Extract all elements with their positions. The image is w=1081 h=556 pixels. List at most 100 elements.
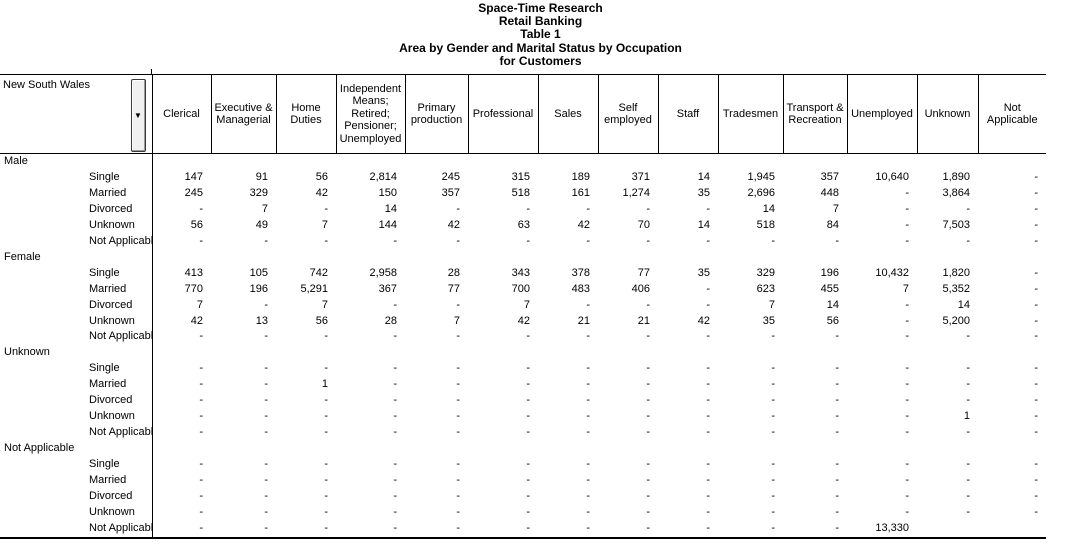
cell: 49 (255, 218, 268, 231)
cell (405, 154, 468, 170)
row-group-label: Unknown (0, 345, 153, 362)
cell (336, 250, 405, 266)
cell: - (393, 330, 397, 343)
cell: 56 (190, 218, 203, 231)
cell: - (199, 378, 203, 391)
cell: - (456, 298, 460, 311)
cell (718, 441, 783, 457)
cell (783, 154, 847, 170)
cell: 5,291 (300, 282, 328, 295)
cell: - (646, 474, 650, 487)
cell: 13 (255, 314, 268, 327)
cell (405, 250, 468, 266)
cell: - (835, 458, 839, 471)
cell: - (264, 410, 268, 423)
cell: 42 (190, 314, 203, 327)
cell: 483 (571, 282, 590, 295)
table-row: Unknown 42 13 56 28 7 42 21 21 42 35 56 - 5,200 - (0, 313, 1046, 330)
cell: - (835, 362, 839, 375)
cell: 5,200 (942, 314, 970, 327)
row-label: Not Applicable (0, 233, 153, 250)
column-header-10: Tradesmen (717, 74, 783, 154)
cell (847, 154, 917, 170)
cell: - (264, 426, 268, 439)
cell: - (1034, 410, 1038, 423)
cell: - (706, 282, 710, 295)
table-row: Unknown (0, 345, 1046, 362)
cell: - (456, 490, 460, 503)
cell: 196 (820, 266, 839, 279)
table-row: Single - - - - - - - - - - - - - - (0, 361, 1046, 378)
cell (917, 521, 978, 538)
cell: - (456, 426, 460, 439)
cell: - (706, 394, 710, 407)
cell: - (199, 426, 203, 439)
table-row: Single - - - - - - - - - - - - - - (0, 457, 1046, 474)
cell: - (526, 410, 530, 423)
cell: - (393, 490, 397, 503)
cell: - (264, 298, 268, 311)
cell: - (393, 505, 397, 518)
cell (276, 154, 336, 170)
cell (598, 441, 658, 457)
cell: 448 (820, 186, 839, 199)
area-dropdown-button[interactable]: ▼ (130, 79, 146, 152)
cell: - (264, 330, 268, 343)
cell: - (324, 458, 328, 471)
row-label: Single (0, 361, 153, 378)
table-header: New South Wales ▼ Clerical Executive & Ma… (0, 74, 1046, 154)
row-label: Married (0, 281, 153, 298)
cell: 1 (321, 378, 328, 391)
cell: 56 (315, 314, 328, 327)
row-label: Married (0, 185, 153, 202)
cell (276, 345, 336, 361)
cell: 7 (832, 202, 839, 215)
cell: - (966, 202, 970, 215)
cell: 42 (315, 186, 328, 199)
cell: - (1034, 474, 1038, 487)
cell (847, 441, 917, 457)
cell: 91 (255, 170, 268, 183)
table-body: Male Single 147 91 56 2,814 245 315 189 371 14 1,94… (0, 153, 1046, 538)
cell (211, 441, 276, 457)
stub-header-cell[interactable]: New South Wales ▼ (0, 74, 153, 154)
cell: 455 (820, 282, 839, 295)
cell: 357 (820, 170, 839, 183)
table-row: Unknown 56 49 7 144 42 63 42 70 14 518 84 - 7,503 - (0, 217, 1046, 234)
cell: - (771, 410, 775, 423)
cell (917, 250, 978, 266)
cell: - (905, 378, 909, 391)
cell: 161 (571, 186, 590, 199)
cell: 1 (963, 410, 970, 423)
cell: - (1034, 266, 1038, 279)
cell: - (646, 490, 650, 503)
cell: 367 (378, 282, 397, 295)
cell: - (966, 378, 970, 391)
header-row: New South Wales ▼ Clerical Executive & Ma… (0, 74, 1046, 154)
cell: - (706, 426, 710, 439)
cell (847, 250, 917, 266)
cell: 189 (571, 170, 590, 183)
cell: - (771, 378, 775, 391)
cell: 105 (249, 266, 268, 279)
cell: 14 (762, 202, 775, 215)
cell (276, 441, 336, 457)
cell: - (905, 218, 909, 231)
title-line-3: Table 1 (520, 27, 561, 42)
cell: - (393, 458, 397, 471)
cell: 7 (321, 298, 328, 311)
cell: - (835, 505, 839, 518)
cell: - (526, 458, 530, 471)
cell: - (526, 202, 530, 215)
cell (336, 154, 405, 170)
cell: - (835, 234, 839, 247)
cell: - (264, 362, 268, 375)
cell: 315 (511, 170, 530, 183)
cell: - (393, 234, 397, 247)
cell: - (456, 458, 460, 471)
cell: 518 (511, 186, 530, 199)
cell: - (324, 505, 328, 518)
cell: - (646, 330, 650, 343)
cell: - (706, 410, 710, 423)
column-header-5: Primary production (404, 74, 468, 154)
